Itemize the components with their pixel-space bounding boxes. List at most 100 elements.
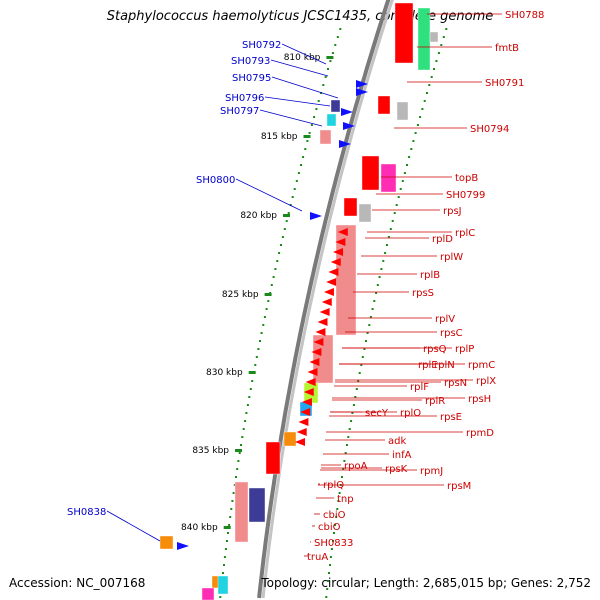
minor-tick-left <box>244 420 247 422</box>
major-tick <box>235 449 242 452</box>
minor-tick-left <box>237 460 240 462</box>
gene-arrow <box>321 298 332 306</box>
gene-arrow <box>326 278 337 286</box>
gene-label: SH0800 <box>196 175 235 186</box>
minor-tick-left <box>280 244 282 246</box>
gene-label: secY <box>365 408 389 419</box>
minor-tick-left <box>295 180 298 182</box>
minor-tick-right <box>391 220 394 222</box>
minor-tick-right <box>357 380 360 382</box>
minor-tick-right <box>426 92 428 94</box>
position-label: 820 kbp <box>240 211 277 221</box>
gene-label: SH0838 <box>67 507 106 518</box>
major-tick <box>283 214 290 217</box>
minor-tick-left <box>226 540 228 542</box>
gene-label: SH0833 <box>314 538 353 549</box>
position-label: 835 kbp <box>192 446 229 456</box>
gene-label: adk <box>388 436 406 447</box>
gene-arrow-blue <box>341 108 353 116</box>
gene-label: rpsK <box>385 464 408 475</box>
gene-label: cbiO <box>323 510 346 521</box>
minor-tick-right <box>416 124 419 126</box>
minor-tick-right <box>428 84 431 86</box>
minor-tick-right <box>328 572 330 574</box>
accession-label: Accession: NC_007168 <box>9 576 146 590</box>
minor-tick-right <box>380 268 383 270</box>
minor-tick-right <box>351 412 354 414</box>
minor-tick-left <box>310 124 313 126</box>
major-tick <box>223 526 231 529</box>
minor-tick-right <box>376 284 379 286</box>
gene-label: rplF <box>410 382 429 393</box>
minor-tick-right <box>384 252 387 254</box>
feature-red <box>394 2 414 64</box>
gene-label: rplD <box>432 234 453 245</box>
minor-tick-right <box>343 460 346 462</box>
minor-tick-right <box>403 172 406 174</box>
gene-arrow <box>335 238 346 246</box>
leader-line <box>264 96 331 107</box>
gene-label: infA <box>392 450 412 461</box>
minor-tick-left <box>230 508 233 510</box>
gene-arrow <box>315 328 326 336</box>
gene-label: rpsN <box>444 378 467 389</box>
gene-arrow <box>317 318 328 326</box>
minor-tick-left <box>235 476 237 478</box>
gene-label: rplN <box>434 360 455 371</box>
gene-label: rplB <box>420 270 440 281</box>
position-label: 810 kbp <box>284 53 321 63</box>
feature-cyan <box>217 575 229 595</box>
gene-label: SH0792 <box>242 40 281 51</box>
gene-label: SH0795 <box>232 73 271 84</box>
minor-tick-left <box>254 364 257 366</box>
position-label: 830 kbp <box>206 368 243 378</box>
minor-tick-right <box>358 372 361 374</box>
gene-label: rpmC <box>468 360 495 371</box>
gene-arrow <box>333 248 344 256</box>
gene-label: rpsC <box>440 328 463 339</box>
gene-label: rpoA <box>344 461 368 472</box>
minor-tick-right <box>369 316 372 318</box>
gene-arrow <box>337 228 348 236</box>
minor-tick-left <box>339 28 342 30</box>
minor-tick-left <box>238 452 241 454</box>
gene-label: rplW <box>440 252 463 263</box>
feature-gray <box>429 31 439 43</box>
minor-tick-left <box>300 164 302 166</box>
feature-salmon <box>319 129 332 145</box>
minor-tick-right <box>363 348 366 350</box>
feature-cyan <box>326 113 337 127</box>
gene-label: rpsM <box>447 481 471 492</box>
minor-tick-right <box>329 564 331 566</box>
minor-tick-right <box>399 188 402 190</box>
minor-tick-left <box>260 332 263 334</box>
gene-label: SH0794 <box>470 124 509 135</box>
minor-tick-left <box>289 204 292 206</box>
gene-arrow-blue <box>356 80 368 88</box>
feature-navy <box>330 99 341 113</box>
minor-tick-left <box>241 436 244 438</box>
minor-tick-right <box>350 420 353 422</box>
backbone-line <box>257 0 391 599</box>
minor-tick-right <box>344 452 347 454</box>
major-tick <box>303 135 311 138</box>
gene-arrow <box>313 338 324 346</box>
minor-tick-right <box>406 164 408 166</box>
minor-tick-right <box>382 260 385 262</box>
minor-tick-left <box>315 108 318 110</box>
ticks: 810 kbp 815 kbp 820 kbp 825 kbp 830 kbp 835 k… <box>181 28 448 598</box>
minor-tick-right <box>346 444 348 446</box>
minor-tick-right <box>433 68 435 70</box>
feature-gray <box>358 203 372 223</box>
minor-tick-left <box>246 404 249 406</box>
gene-arrow <box>298 418 309 426</box>
minor-tick-right <box>361 356 364 358</box>
minor-tick-right <box>360 364 363 366</box>
minor-tick-right <box>393 212 396 214</box>
minor-tick-left <box>240 444 242 446</box>
minor-tick-right <box>423 100 426 102</box>
gene-arrow-blue <box>339 140 351 148</box>
gene-arrow <box>295 438 306 446</box>
minor-tick-left <box>274 268 277 270</box>
gene-arrow <box>296 428 307 436</box>
